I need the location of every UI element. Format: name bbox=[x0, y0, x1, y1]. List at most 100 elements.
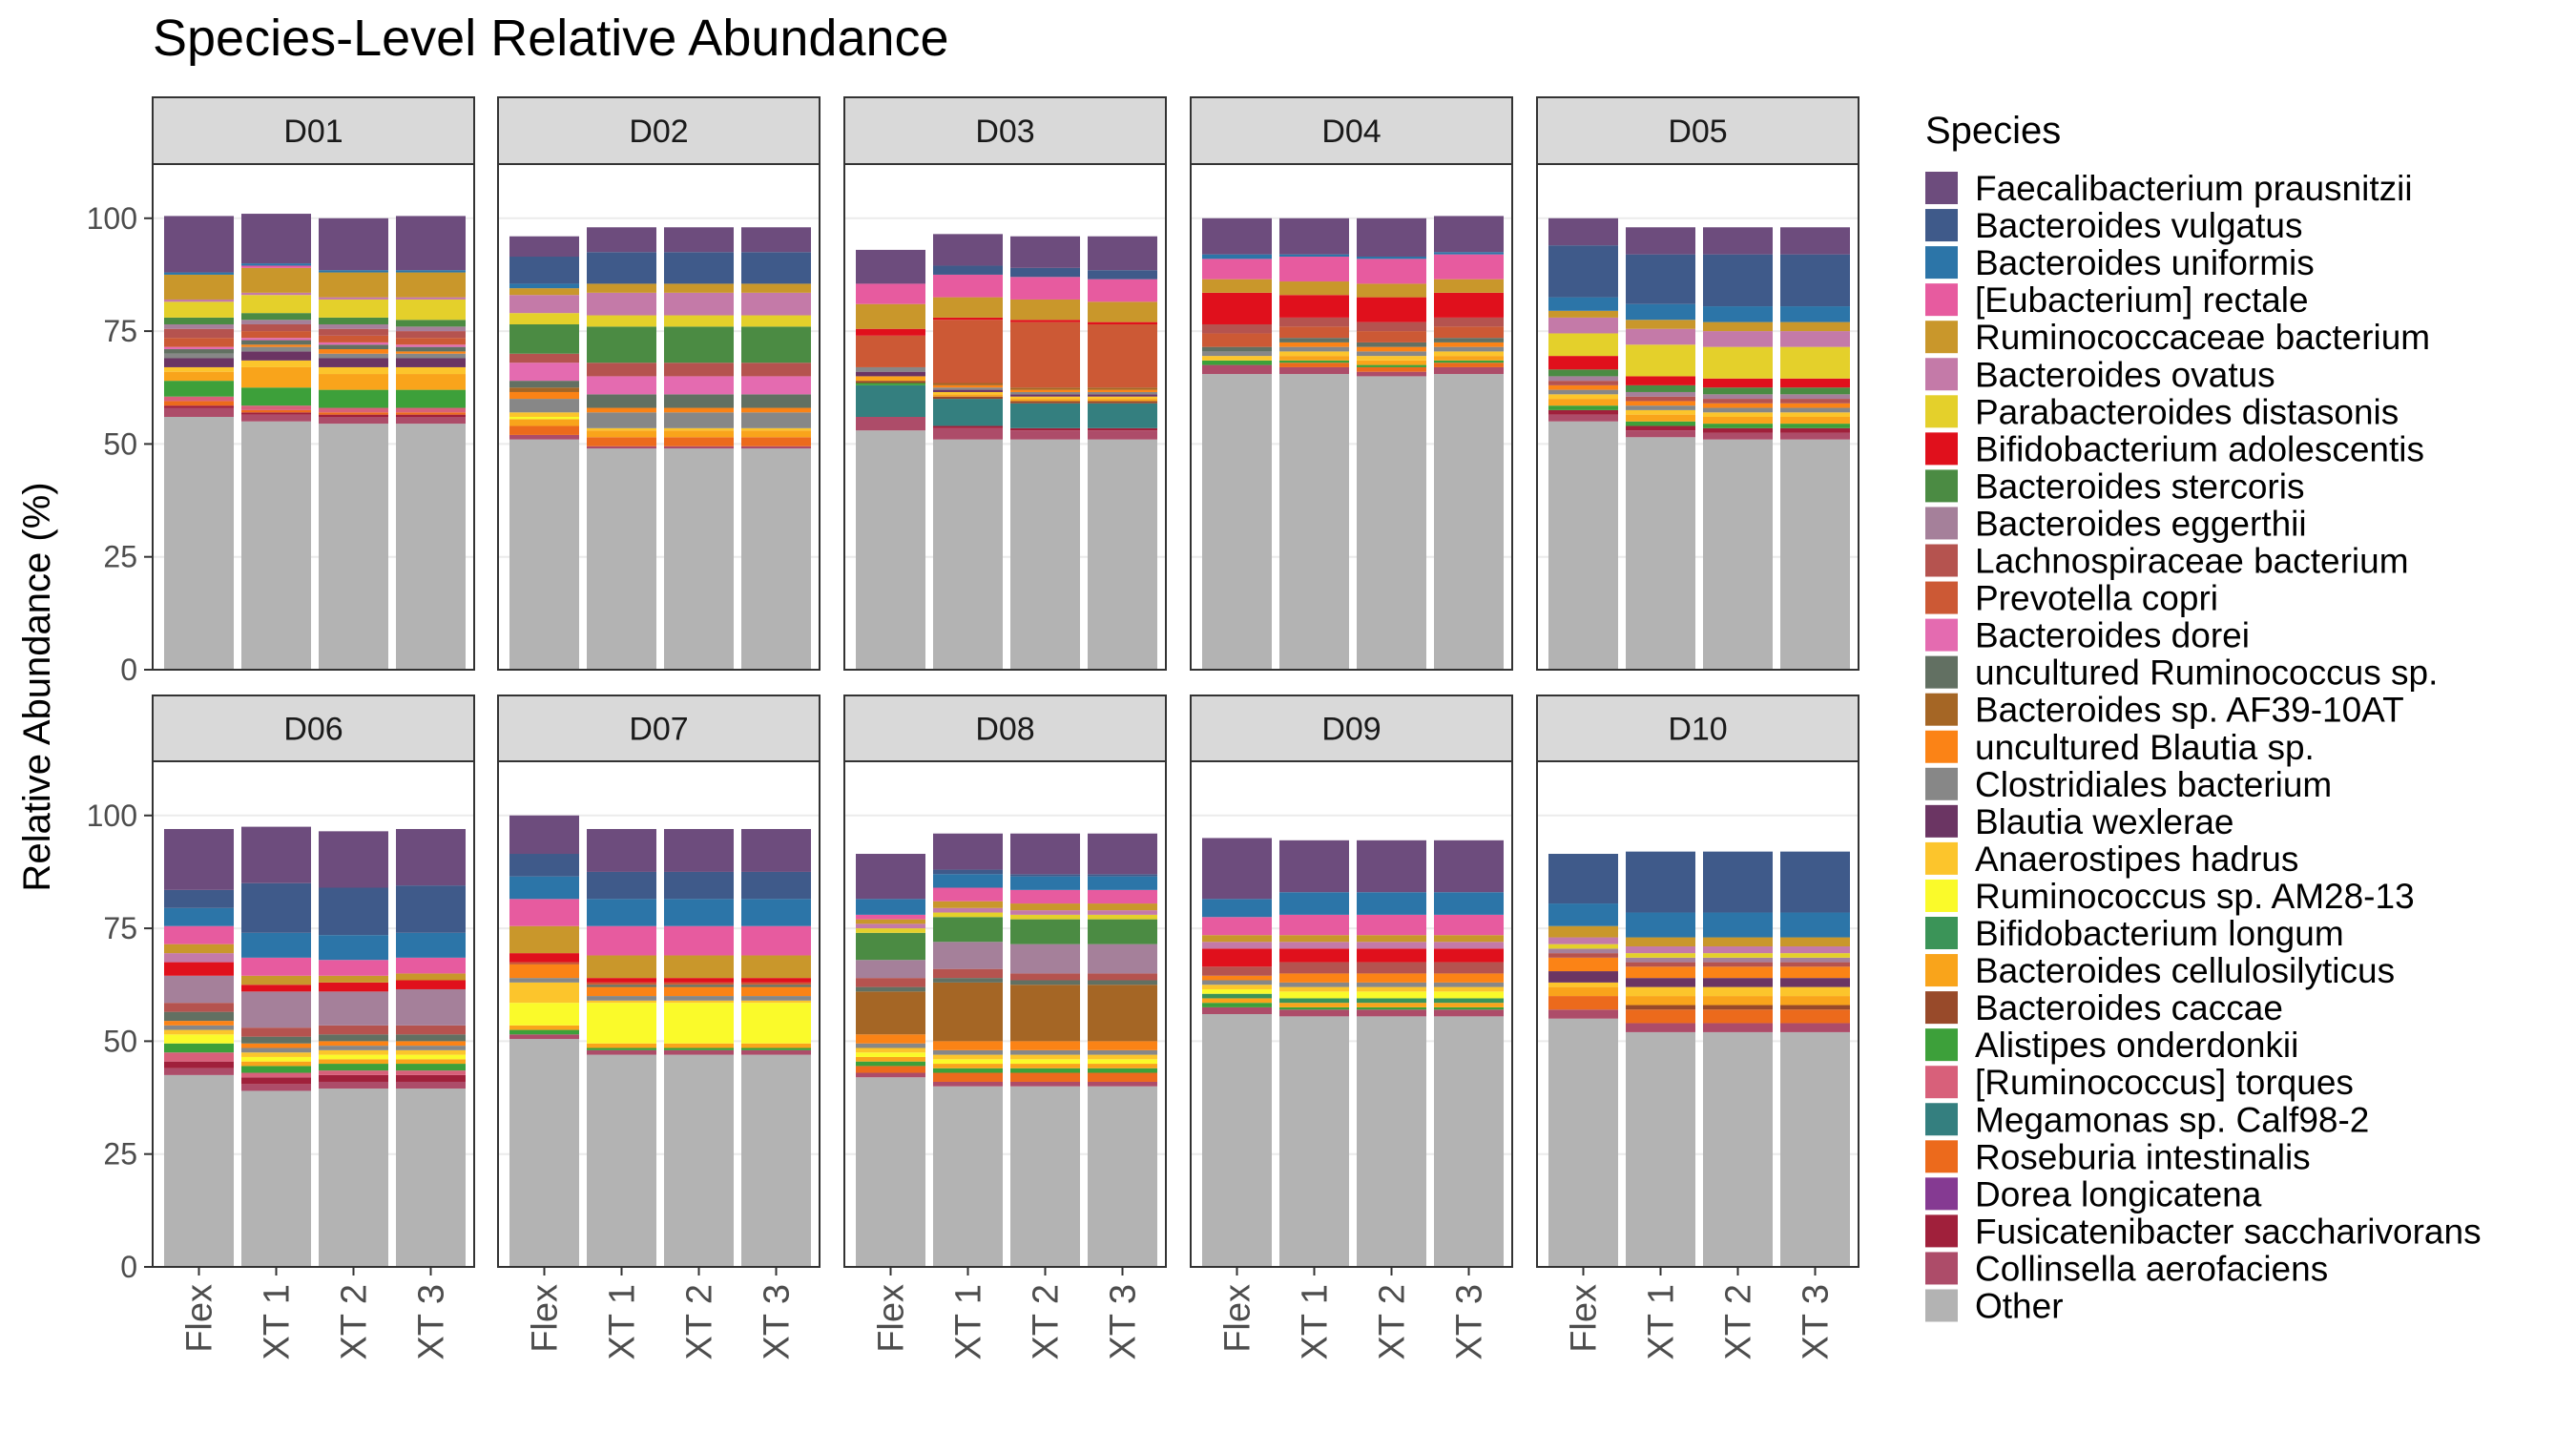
bar-segment bbox=[1780, 387, 1850, 395]
bar-segment bbox=[1010, 403, 1080, 428]
facet-strip-label: D02 bbox=[629, 114, 688, 150]
bar-segment bbox=[856, 249, 925, 284]
bar-segment bbox=[241, 1066, 311, 1073]
panel-border bbox=[843, 760, 1167, 1268]
bar-segment bbox=[396, 1074, 466, 1082]
bar-segment bbox=[664, 363, 734, 377]
bar-segment bbox=[1279, 1016, 1349, 1267]
bar-segment bbox=[1088, 403, 1157, 428]
bar-segment bbox=[664, 978, 734, 983]
legend-key bbox=[1925, 321, 1958, 354]
bar-segment bbox=[664, 1049, 734, 1055]
bar-segment bbox=[396, 338, 466, 345]
bar-segment bbox=[1202, 917, 1272, 936]
bar-segment bbox=[741, 1043, 811, 1048]
bar-segment bbox=[664, 828, 734, 872]
bar-segment bbox=[1010, 430, 1080, 440]
panel-border bbox=[843, 163, 1167, 671]
bar-segment bbox=[856, 1034, 925, 1044]
bar-segment bbox=[1357, 840, 1426, 893]
bar-segment bbox=[933, 394, 1003, 397]
bar-segment bbox=[1548, 414, 1618, 422]
bar-segment bbox=[741, 955, 811, 979]
bar-segment bbox=[587, 828, 656, 872]
bar-segment bbox=[1279, 257, 1349, 282]
bar-segment bbox=[1088, 1059, 1157, 1065]
bar-segment bbox=[1088, 401, 1157, 404]
bar-segment bbox=[241, 267, 311, 293]
bar-segment bbox=[933, 1081, 1003, 1087]
bar-segment bbox=[319, 982, 388, 992]
legend-item: Clostridiales bacterium bbox=[1925, 765, 2332, 804]
bar-segment bbox=[509, 978, 579, 983]
x-tick-label: XT 2 bbox=[680, 1284, 720, 1360]
bar-segment bbox=[1202, 292, 1272, 324]
bar-segment bbox=[1010, 1041, 1080, 1050]
bar-segment bbox=[1434, 279, 1504, 293]
bar-segment bbox=[396, 389, 466, 408]
bar-segment bbox=[1434, 840, 1504, 893]
bar-segment bbox=[1703, 966, 1773, 979]
bar-segment bbox=[856, 328, 925, 336]
bar-segment bbox=[856, 923, 925, 929]
bar-segment bbox=[933, 917, 1003, 943]
bar-segment bbox=[509, 439, 579, 670]
bar-segment bbox=[1548, 996, 1618, 1010]
bar-segment bbox=[933, 1054, 1003, 1060]
bar-segment bbox=[164, 301, 234, 318]
bar-segment bbox=[319, 272, 388, 298]
bar-segment bbox=[241, 1036, 311, 1044]
bar-segment bbox=[1548, 245, 1618, 298]
bar-segment bbox=[1434, 982, 1504, 987]
bar-segment bbox=[1202, 279, 1272, 293]
bar-segment bbox=[856, 371, 925, 377]
bar-segment bbox=[1434, 292, 1504, 318]
y-tick-label: 0 bbox=[120, 1250, 137, 1284]
legend-item: Bacteroides uniformis bbox=[1925, 243, 2315, 282]
legend-label: Bacteroides sp. AF39-10AT bbox=[1975, 691, 2404, 730]
legend-label: Ruminococcus sp. AM28-13 bbox=[1975, 877, 2415, 916]
bar-segment bbox=[741, 252, 811, 284]
bar-segment bbox=[1202, 254, 1272, 259]
bar-segment bbox=[396, 331, 466, 339]
bar-segment bbox=[664, 871, 734, 900]
legend-item: Bacteroides cellulosilyticus bbox=[1925, 951, 2395, 990]
bar-segment bbox=[664, 1003, 734, 1044]
bar-segment bbox=[1434, 998, 1504, 1004]
bar-segment bbox=[1703, 387, 1773, 395]
bar-segment bbox=[1548, 218, 1618, 246]
bar-segment bbox=[1548, 394, 1618, 400]
bar-segment bbox=[933, 968, 1003, 979]
facet-strip-label: D03 bbox=[975, 114, 1034, 150]
bar-segment bbox=[1088, 396, 1157, 400]
bar-segment bbox=[1703, 407, 1773, 413]
bar-segment bbox=[319, 935, 388, 961]
legend-label: uncultured Ruminococcus sp. bbox=[1975, 653, 2438, 693]
bar-segment bbox=[1548, 1009, 1618, 1019]
bar-segment bbox=[1434, 254, 1504, 280]
bar-segment bbox=[509, 387, 579, 392]
bar-segment bbox=[396, 344, 466, 347]
bar-segment bbox=[856, 383, 925, 385]
legend-key bbox=[1925, 1066, 1958, 1099]
bar-segment bbox=[396, 1049, 466, 1055]
x-tick-label: Flex bbox=[180, 1284, 220, 1353]
legend-label: Dorea longicatena bbox=[1975, 1174, 2262, 1213]
bar-segment bbox=[1279, 982, 1349, 987]
panel-border bbox=[1536, 163, 1859, 671]
facet-d03: D03 bbox=[843, 96, 1167, 671]
bar-segment bbox=[164, 925, 234, 944]
y-tick-label: 75 bbox=[103, 314, 137, 348]
facet-strip-label: D06 bbox=[283, 712, 343, 748]
bar-segment bbox=[1010, 1086, 1080, 1267]
bar-segment bbox=[1626, 1031, 1695, 1267]
bar-segment bbox=[1279, 1006, 1349, 1010]
legend-item: uncultured Ruminococcus sp. bbox=[1925, 653, 2438, 693]
bar-segment bbox=[1088, 430, 1157, 440]
bar-segment bbox=[509, 412, 579, 417]
legend: Species Faecalibacterium prausnitziiBact… bbox=[1925, 110, 2482, 1326]
bar-segment bbox=[241, 360, 311, 367]
x-tick-label: XT 2 bbox=[1373, 1284, 1413, 1360]
bar-segment bbox=[1780, 227, 1850, 255]
legend-key bbox=[1925, 1214, 1958, 1248]
